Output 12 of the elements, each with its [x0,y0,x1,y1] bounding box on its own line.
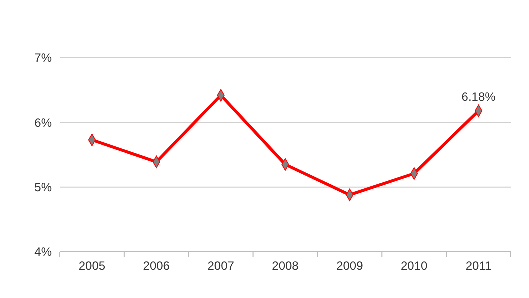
x-tick-label: 2009 [336,259,364,273]
y-tick-label: 6% [34,116,52,130]
x-tick-label: 2011 [466,259,492,273]
x-tick-label: 2010 [401,259,428,273]
x-tick-label: 2005 [78,259,106,273]
y-tick-label: 4% [34,245,52,260]
x-tick-label: 2008 [272,259,300,273]
data-label: 6.18% [462,90,496,104]
x-tick-label: 2006 [143,259,170,273]
y-tick-label: 7% [34,51,52,66]
y-tick-label: 5% [34,180,52,195]
x-tick-label: 2007 [208,259,235,273]
